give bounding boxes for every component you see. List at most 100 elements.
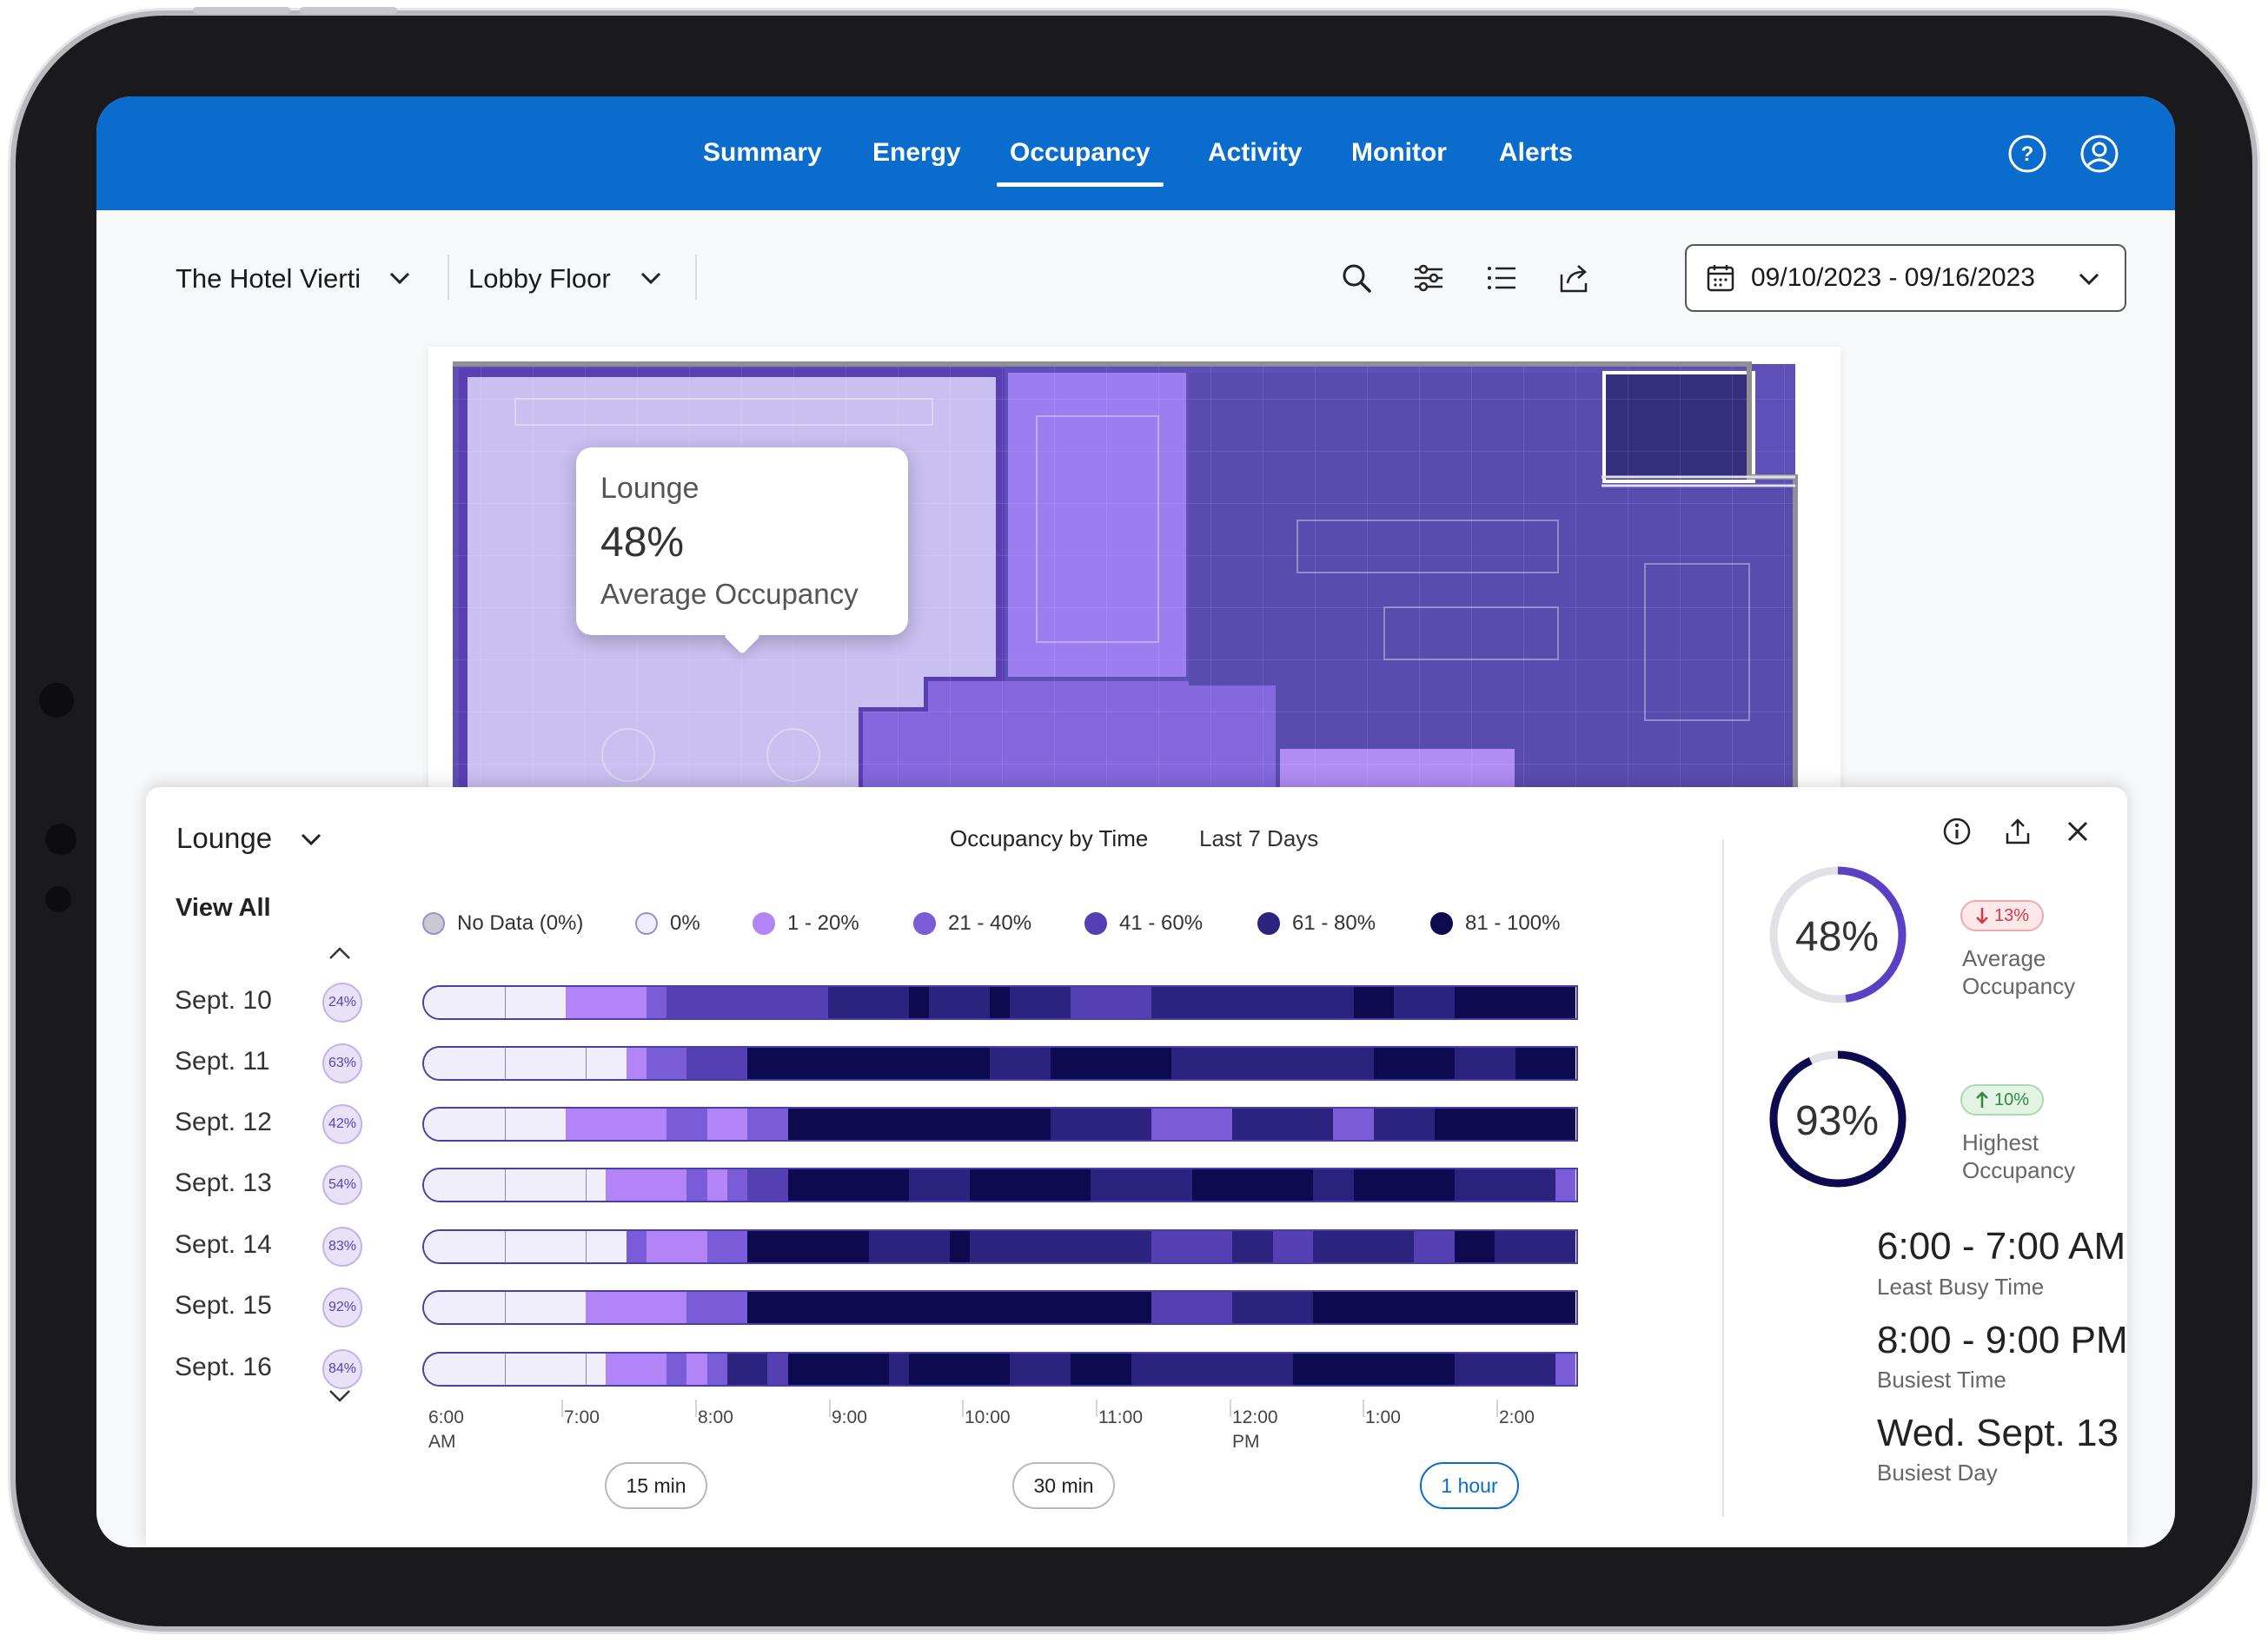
chevron-down-icon[interactable]: [328, 1388, 352, 1404]
time-tick: 8:00: [698, 1407, 733, 1427]
occupancy-segment: [1373, 1109, 1394, 1140]
day-occupancy-bar[interactable]: [422, 1046, 1578, 1081]
occupancy-segment: [990, 1109, 1011, 1140]
occupancy-segment: [1394, 1109, 1415, 1140]
occupancy-segment: [424, 1231, 445, 1262]
occupancy-segment: [1171, 1354, 1192, 1385]
occupancy-segment: [1111, 1354, 1131, 1385]
occupancy-segment: [1272, 1169, 1293, 1201]
occupancy-segment: [787, 1109, 808, 1140]
occupancy-segment: [1211, 1048, 1232, 1079]
chevron-down-icon[interactable]: [300, 832, 322, 846]
highest-occupancy-ring: [1769, 1050, 1907, 1188]
info-icon[interactable]: [1941, 816, 1973, 847]
occupancy-segment: [1313, 1048, 1334, 1079]
chart-title: Occupancy by Time: [950, 825, 1149, 851]
day-occupancy-bar[interactable]: [422, 1290, 1578, 1325]
occupancy-segment: [1353, 1109, 1374, 1140]
occupancy-segment: [1434, 1354, 1455, 1385]
interval-1-hour-button[interactable]: 1 hour: [1420, 1462, 1519, 1509]
day-average-badge: 83%: [322, 1227, 362, 1267]
occupancy-segment: [1313, 1292, 1334, 1323]
occupancy-segment: [1515, 987, 1535, 1018]
chevron-up-icon[interactable]: [328, 945, 352, 961]
occupancy-segment: [1171, 1231, 1192, 1262]
tab-summary[interactable]: Summary: [703, 138, 822, 167]
room-selector[interactable]: Lounge: [176, 822, 273, 854]
day-occupancy-bar[interactable]: [422, 985, 1578, 1020]
occupancy-segment: [990, 1231, 1011, 1262]
occupancy-segment: [424, 1048, 445, 1079]
occupancy-segment: [1555, 987, 1576, 1018]
occupancy-segment: [505, 1354, 526, 1385]
occupancy-segment: [1313, 1354, 1334, 1385]
occupancy-segment: [1050, 987, 1071, 1018]
occupancy-segment: [1030, 1169, 1051, 1201]
occupancy-segment: [807, 1109, 828, 1140]
occupancy-segment: [1434, 1169, 1455, 1201]
interval-30-min-button[interactable]: 30 min: [1012, 1462, 1115, 1509]
tab-alerts[interactable]: Alerts: [1499, 138, 1574, 167]
occupancy-segment: [1495, 1048, 1515, 1079]
occupancy-segment: [1232, 987, 1253, 1018]
occupancy-segment: [1515, 1231, 1535, 1262]
floor-selector[interactable]: Lobby Floor: [468, 263, 611, 294]
occupancy-segment: [1555, 1231, 1576, 1262]
tab-occupancy[interactable]: Occupancy: [997, 138, 1164, 187]
occupancy-segment: [1535, 1048, 1555, 1079]
occupancy-segment: [586, 1292, 607, 1323]
highest-occupancy-value: 93%: [1795, 1098, 1880, 1144]
day-occupancy-bar[interactable]: [422, 1352, 1578, 1387]
occupancy-segment: [807, 1231, 828, 1262]
date-range-picker[interactable]: 09/10/2023 - 09/16/2023: [1685, 244, 2126, 312]
occupancy-segment: [444, 987, 465, 1018]
occupancy-segment: [767, 987, 788, 1018]
occupancy-segment: [1414, 1354, 1435, 1385]
occupancy-segment: [1535, 1292, 1555, 1323]
export-icon[interactable]: [2002, 816, 2033, 847]
day-occupancy-bar[interactable]: [422, 1107, 1578, 1142]
occupancy-segment: [1515, 1048, 1535, 1079]
share-icon[interactable]: [1557, 261, 1592, 295]
view-all-link[interactable]: View All: [176, 894, 271, 922]
occupancy-segment: [464, 987, 485, 1018]
occupancy-segment: [626, 1354, 647, 1385]
tab-activity[interactable]: Activity: [1208, 138, 1303, 167]
filter-sliders-icon[interactable]: [1411, 261, 1446, 295]
property-selector[interactable]: The Hotel Vierti: [176, 263, 361, 294]
occupancy-segment: [848, 1169, 869, 1201]
tab-energy[interactable]: Energy: [872, 138, 961, 167]
interval-15-min-button[interactable]: 15 min: [605, 1462, 707, 1509]
average-delta-badge: 13%: [1960, 900, 2044, 931]
occupancy-segment: [424, 1109, 445, 1140]
close-icon[interactable]: [2064, 818, 2092, 845]
day-label: Sept. 13: [175, 1169, 272, 1197]
day-occupancy-bar[interactable]: [422, 1229, 1578, 1264]
occupancy-segment: [464, 1354, 485, 1385]
occupancy-segment: [505, 1292, 526, 1323]
day-label: Sept. 10: [175, 986, 272, 1015]
help-circle-icon[interactable]: ?: [2007, 134, 2047, 174]
occupancy-segment: [949, 1354, 970, 1385]
day-average-badge: 92%: [322, 1288, 362, 1328]
occupancy-segment: [646, 1169, 666, 1201]
time-tick: 2:00: [1499, 1407, 1535, 1427]
stats-divider: [1722, 839, 1724, 1517]
day-occupancy-bar[interactable]: [422, 1168, 1578, 1202]
occupancy-segment: [1252, 1048, 1273, 1079]
search-icon[interactable]: [1339, 261, 1374, 295]
divider: [448, 255, 449, 300]
user-circle-icon[interactable]: [2079, 134, 2119, 174]
occupancy-segment: [1050, 1109, 1071, 1140]
chevron-down-icon[interactable]: [640, 271, 662, 285]
occupancy-segment: [1495, 987, 1515, 1018]
occupancy-segment: [848, 1292, 869, 1323]
tab-monitor[interactable]: Monitor: [1351, 138, 1447, 167]
occupancy-segment: [868, 1231, 889, 1262]
list-icon[interactable]: [1484, 261, 1519, 295]
occupancy-segment: [1232, 1231, 1253, 1262]
occupancy-segment: [626, 1231, 647, 1262]
chevron-down-icon[interactable]: [388, 271, 411, 285]
sensor-icon: [45, 824, 76, 855]
occupancy-segment: [726, 1231, 747, 1262]
